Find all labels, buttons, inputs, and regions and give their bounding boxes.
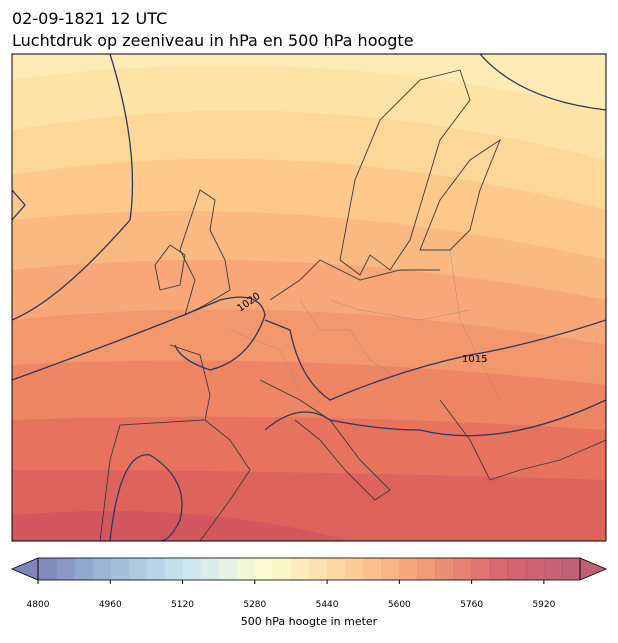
colorbar-segment: [164, 558, 184, 580]
colorbar-segment: [543, 558, 563, 580]
colorbar-tick-label: 5920: [532, 600, 555, 610]
colorbar-segment: [128, 558, 147, 580]
colorbar-segment: [182, 558, 202, 580]
colorbar-segment: [290, 558, 310, 580]
colorbar-segment: [471, 558, 491, 580]
colorbar-tick-label: 4800: [27, 600, 50, 610]
colorbar-tick-label: 5120: [171, 600, 194, 610]
colorbar-segment: [525, 558, 545, 580]
height-field: [12, 54, 606, 541]
map: 1020 1015: [11, 53, 607, 542]
colorbar-segment: [236, 558, 256, 580]
colorbar-segment: [345, 558, 364, 580]
colorbar-segment: [272, 558, 292, 580]
colorbar-segment: [38, 558, 57, 580]
colorbar-segment: [200, 558, 220, 580]
colorbar-segment: [489, 558, 509, 580]
colorbar-segment: [453, 558, 473, 580]
colorbar-segment: [327, 558, 346, 580]
colorbar-segment: [74, 558, 93, 580]
colorbar-segment: [146, 558, 165, 580]
colorbar-tick-label: 5280: [243, 600, 266, 610]
colorbar-segment: [561, 558, 581, 580]
colorbar-segment: [254, 558, 274, 580]
colorbar-tick-label: 5600: [388, 600, 411, 610]
subtitle: Luchtdruk op zeeniveau in hPa en 500 hPa…: [12, 31, 414, 50]
colorbar-segment: [381, 558, 400, 580]
colorbar-segment: [507, 558, 527, 580]
colorbar-segment: [218, 558, 238, 580]
colorbar-segment: [417, 558, 436, 580]
colorbar-extend-low: [10, 557, 39, 581]
colorbar-tick-label: 4960: [99, 600, 122, 610]
colorbar-segment: [56, 558, 75, 580]
colorbar-segment: [110, 558, 129, 580]
colorbar-segment: [363, 558, 382, 580]
colorbar-segment: [309, 558, 328, 580]
colorbar-extend-high: [579, 557, 608, 581]
colorbar-segment: [435, 558, 455, 580]
title: 02-09-1821 12 UTC: [12, 9, 167, 28]
colorbar-segment: [92, 558, 111, 580]
map-frame: [11, 53, 607, 542]
colorbar-tick-label: 5440: [316, 600, 339, 610]
colorbar-frame: [37, 557, 581, 581]
colorbar-label: 500 hPa hoogte in meter: [241, 615, 378, 628]
colorbar: 4800 4960 5120 5280 5440 5600 5760 5920: [10, 557, 608, 610]
colorbar-tick-label: 5760: [460, 600, 483, 610]
colorbar-segment: [399, 558, 418, 580]
contour-label: 1015: [462, 354, 487, 365]
